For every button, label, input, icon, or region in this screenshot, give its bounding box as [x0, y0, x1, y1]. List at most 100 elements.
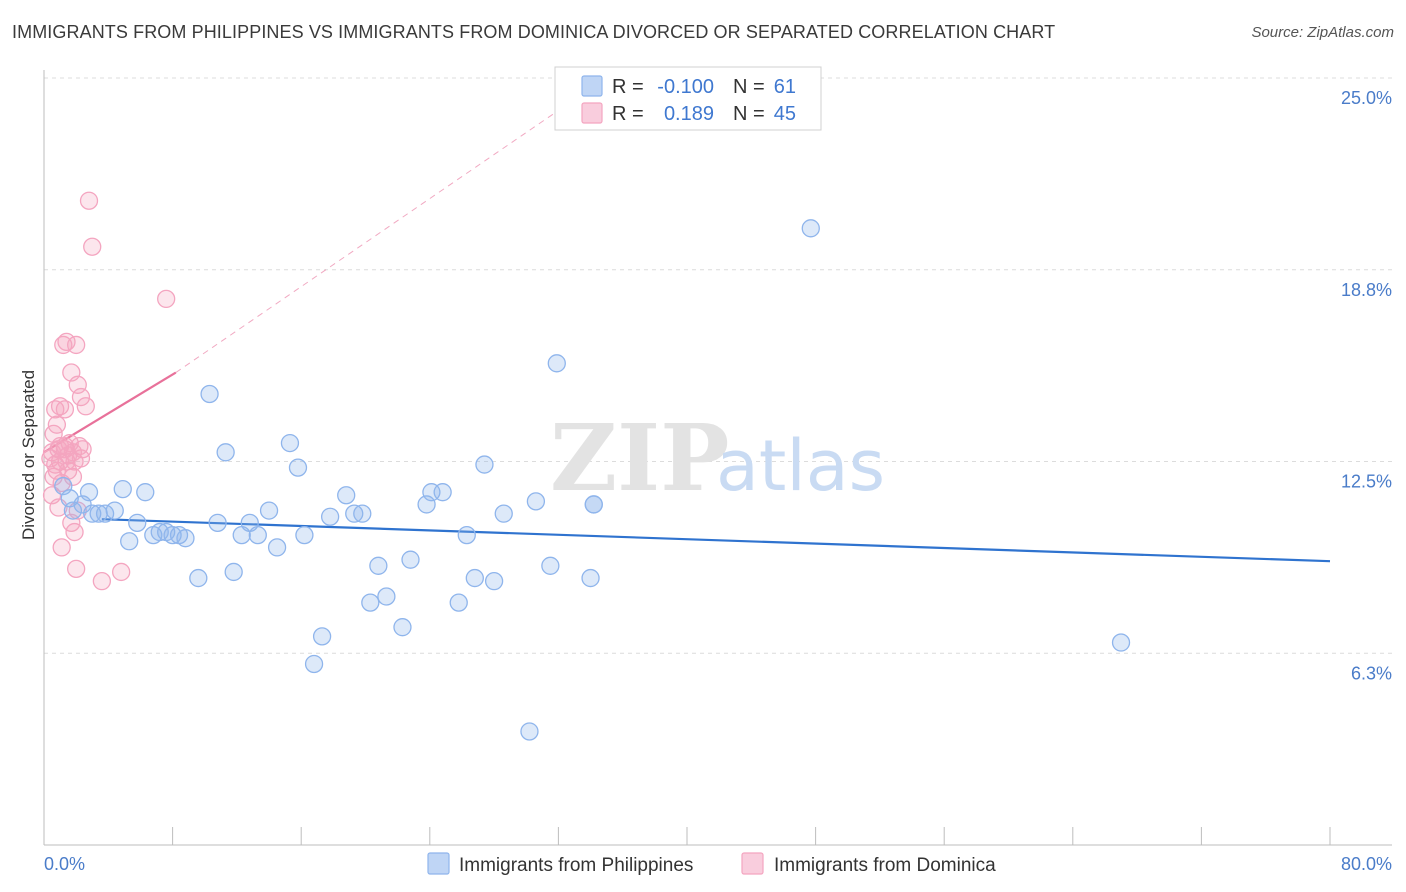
philippines-point-22 — [216, 443, 235, 462]
philippines-point-41 — [393, 618, 412, 637]
philippines-point-28 — [267, 538, 287, 557]
legend-n-label-philippines: N = — [733, 76, 765, 98]
dominica-point-35 — [79, 191, 99, 210]
philippines-point-30 — [288, 458, 308, 477]
philippines-point-47 — [457, 525, 476, 545]
series-legend: Immigrants from Philippines Immigrants f… — [427, 852, 996, 876]
x-tick-labels: 0.0% 80.0% — [44, 854, 1392, 874]
legend-r-label-philippines: R = — [612, 76, 644, 98]
legend-n-value-dominica: 45 — [774, 103, 796, 125]
philippines-point-45 — [433, 483, 452, 502]
philippines-point-58 — [801, 219, 820, 238]
dominica-point-16 — [54, 335, 73, 355]
philippines-point-37 — [353, 504, 372, 523]
series-legend-label-dominica: Immigrants from Dominica — [774, 855, 996, 876]
philippines-point-48 — [465, 568, 484, 588]
philippines-point-18 — [176, 529, 195, 548]
watermark-zip: ZIP — [550, 404, 729, 512]
dominica-points — [41, 191, 176, 591]
philippines-point-53 — [526, 492, 546, 511]
x-axis-ticks — [43, 827, 1331, 845]
trend-line-philippines — [101, 518, 1331, 563]
series-legend-swatch-philippines — [427, 852, 450, 875]
legend-r-value-philippines: -0.100 — [657, 76, 714, 98]
philippines-point-51 — [494, 504, 513, 523]
dominica-point-15 — [52, 538, 71, 557]
dominica-point-8 — [47, 415, 67, 434]
philippines-point-4 — [79, 483, 99, 502]
philippines-point-52 — [520, 722, 539, 741]
grid-lines — [44, 77, 1392, 654]
philippines-point-5 — [83, 504, 102, 523]
y-axis-label: Divorced or Separated — [19, 370, 38, 540]
philippines-point-55 — [547, 354, 566, 373]
dominica-point-37 — [92, 572, 112, 591]
philippines-point-59 — [1111, 633, 1131, 652]
philippines-point-9 — [113, 479, 132, 499]
philippines-point-26 — [248, 525, 267, 545]
philippines-point-46 — [449, 593, 468, 612]
series-legend-swatch-dominica — [741, 852, 764, 875]
dominica-point-28 — [67, 335, 86, 355]
philippines-point-29 — [280, 433, 300, 453]
y-tick-labels: 6.3% 12.5% 18.8% 25.0% — [1341, 88, 1392, 683]
philippines-point-56 — [581, 568, 600, 588]
philippines-point-40 — [377, 587, 396, 606]
watermark-atlas: atlas — [716, 425, 885, 507]
philippines-points — [54, 219, 1131, 741]
chart-title: IMMIGRANTS FROM PHILIPPINES VS IMMIGRANT… — [12, 22, 1056, 42]
philippines-point-33 — [312, 627, 332, 646]
dominica-point-29 — [67, 559, 86, 579]
philippines-point-2 — [63, 501, 83, 520]
trend-line-dominica — [43, 371, 177, 454]
y-tick-label-2: 18.8% — [1341, 280, 1392, 300]
philippines-point-32 — [304, 654, 324, 674]
philippines-point-11 — [128, 513, 147, 533]
legend-n-label-dominica: N = — [733, 103, 765, 125]
y-tick-label-3: 25.0% — [1341, 88, 1392, 108]
series-legend-label-philippines: Immigrants from Philippines — [459, 855, 693, 876]
dominica-point-25 — [63, 467, 83, 486]
dominica-point-44 — [76, 397, 95, 416]
y-tick-label-0: 6.3% — [1351, 663, 1392, 683]
philippines-point-50 — [484, 572, 504, 591]
philippines-point-21 — [208, 513, 227, 533]
dominica-point-33 — [71, 449, 91, 468]
philippines-point-10 — [120, 532, 139, 551]
philippines-point-12 — [136, 483, 155, 502]
philippines-point-54 — [541, 556, 560, 575]
legend-n-value-philippines: 61 — [774, 76, 796, 98]
legend-swatch-dominica — [581, 102, 603, 124]
legend-r-value-dominica: 0.189 — [664, 103, 714, 125]
legend-swatch-philippines — [581, 75, 603, 97]
dominica-point-40 — [62, 363, 81, 382]
trend-line-dominica-extension — [175, 99, 575, 373]
x-tick-label-1: 80.0% — [1341, 854, 1392, 874]
dominica-point-41 — [55, 400, 75, 419]
philippines-point-31 — [295, 525, 314, 545]
philippines-point-19 — [189, 568, 208, 588]
philippines-point-42 — [401, 550, 420, 569]
philippines-point-49 — [475, 455, 494, 474]
philippines-point-34 — [320, 507, 340, 526]
philippines-point-35 — [337, 486, 356, 505]
philippines-point-20 — [200, 384, 219, 404]
stats-legend: R = -0.100 N = 61 R = 0.189 N = 45 — [554, 66, 822, 131]
y-tick-label-1: 12.5% — [1341, 472, 1392, 492]
x-tick-label-0: 0.0% — [44, 854, 85, 874]
axes — [43, 70, 1392, 846]
philippines-point-39 — [369, 556, 388, 575]
philippines-point-60 — [584, 495, 603, 514]
philippines-point-27 — [259, 501, 279, 520]
dominica-point-39 — [157, 289, 176, 309]
dominica-point-34 — [73, 440, 92, 459]
philippines-point-23 — [224, 562, 243, 582]
legend-r-label-dominica: R = — [612, 103, 644, 125]
source-note: Source: ZipAtlas.com — [1251, 24, 1394, 41]
dominica-point-32 — [71, 387, 91, 407]
trend-lines — [43, 99, 1331, 563]
philippines-point-38 — [361, 593, 380, 612]
dominica-point-43 — [65, 522, 84, 542]
dominica-point-38 — [112, 562, 131, 582]
